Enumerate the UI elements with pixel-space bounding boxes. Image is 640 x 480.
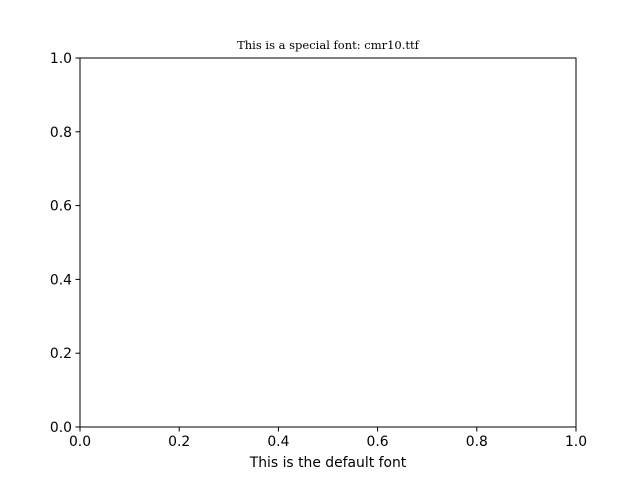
y-tick-label: 1.0 <box>50 51 72 67</box>
axes-frame <box>79 57 577 428</box>
y-tick-label: 0.8 <box>50 125 72 141</box>
x-tick-label: 0.2 <box>168 434 190 450</box>
y-tick-label: 0.2 <box>50 346 72 362</box>
y-tick-label: 0.6 <box>50 199 72 215</box>
chart-title: This is a special font: cmr10.ttf <box>237 38 420 52</box>
x-tick-label: 0.4 <box>267 434 289 450</box>
x-tick-label: 0.6 <box>367 434 389 450</box>
x-tick-label: 0.0 <box>69 434 91 450</box>
x-axis-label: This is the default font <box>249 455 407 471</box>
y-tick-label: 0.4 <box>50 272 72 288</box>
x-tick-label: 0.8 <box>466 434 488 450</box>
y-tick-label: 0.0 <box>50 420 72 436</box>
x-tick-label: 1.0 <box>565 434 587 450</box>
